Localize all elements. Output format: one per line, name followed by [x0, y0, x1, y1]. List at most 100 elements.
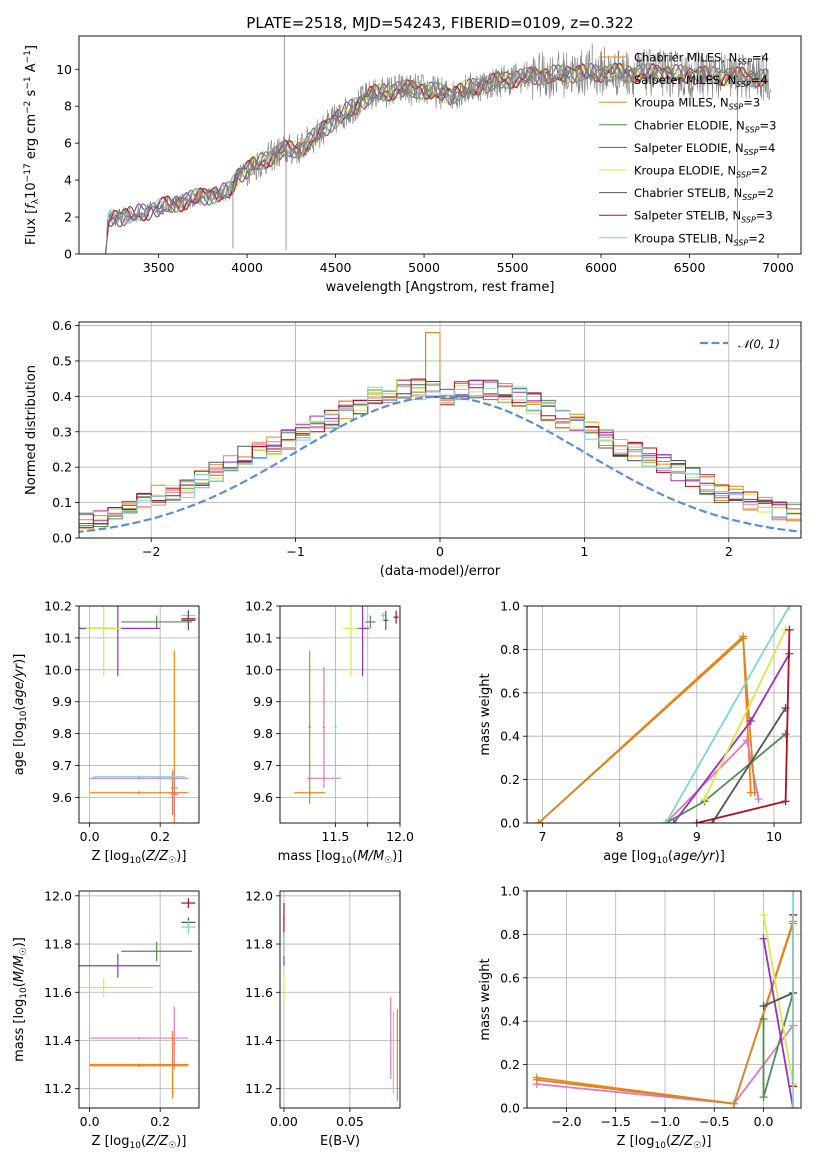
x-tick-label: 0.2 [150, 1114, 170, 1129]
x-axis-label: E(B-V) [320, 1134, 360, 1149]
y-tick-label: 0.4 [500, 729, 520, 744]
y-tick-label: 6 [64, 136, 72, 151]
data-point [102, 986, 105, 989]
histogram-7 [79, 378, 801, 525]
y-tick-label: 0.4 [500, 1014, 520, 1029]
y-tick-label: 10.2 [245, 599, 273, 614]
label-part: ( [666, 1134, 671, 1149]
x-tick-label: 0.0 [754, 1114, 774, 1129]
y-tick-label: 10.1 [44, 630, 72, 645]
y-axis-label: mass weight [478, 673, 493, 755]
label-part: f [24, 202, 39, 209]
label-part: SSP [741, 216, 756, 225]
label-part: 10 [129, 1141, 141, 1151]
label-part: 10 [19, 710, 29, 722]
y-tick-label: 12.0 [44, 888, 72, 903]
label-part: M/M [357, 849, 384, 864]
x-axis-label: Z [log10(Z/Z☉)] [617, 1134, 712, 1151]
label-part: ☉ [168, 856, 176, 866]
histogram-0 [79, 332, 801, 529]
legend-label-2: Kroupa MILES, NSSP=3 [634, 96, 760, 112]
y-tick-label: 2 [64, 210, 72, 225]
y-tick-label: 9.7 [52, 758, 72, 773]
axes-frame [279, 890, 401, 1109]
figure-title: PLATE=2518, MJD=54243, FIBERID=0109, z=0… [246, 14, 633, 32]
label-part: ( [12, 706, 27, 711]
panel-spectrum: 3500 4000 4500 5000 5500 6000 6500 7000 0 2 4 6 8 10 w… [23, 35, 802, 295]
label-part: SSP [742, 193, 757, 202]
x-tick-label: −1 [286, 544, 304, 559]
label-part: Z [log [617, 1134, 655, 1149]
x-tick-label: 10 [766, 829, 782, 844]
label-part: 10 [19, 987, 29, 999]
data-point [361, 627, 364, 630]
label-part: age [log [12, 722, 27, 775]
errorbars-mass-vs-ebv [283, 903, 399, 1101]
x-tick-label: 6500 [674, 260, 706, 275]
y-axis-label: age [log10(age/yr)] [12, 654, 29, 776]
observed-spectrum [105, 48, 771, 254]
y-tick-label: 0.6 [52, 318, 72, 333]
y-tick-label: 0.2 [52, 460, 72, 475]
x-axis-label: wavelength [Angstrom, rest frame] [326, 280, 555, 295]
axes-frame [78, 321, 802, 539]
label-part: 10 [24, 182, 39, 199]
label-part: =2 [748, 231, 765, 245]
x-tick-label: 0.2 [150, 829, 170, 844]
label-part: =3 [760, 118, 777, 132]
x-tick-label: −0.5 [699, 1114, 729, 1129]
label-part: A [24, 63, 39, 76]
label-part: =4 [758, 141, 775, 155]
label-part: s [24, 89, 39, 100]
y-tick-label: 0.3 [52, 424, 72, 439]
label-part: age/yr [12, 662, 27, 705]
histogram-8 [79, 386, 801, 535]
label-part: Z/Z [145, 1134, 169, 1149]
panel-residuals: −2 −1 0 1 2 0.0 0.1 0.2 0.3 0.4 0.5 0.6 (data-model)… [24, 318, 802, 579]
histogram-1 [79, 382, 801, 523]
data-point [155, 950, 158, 953]
y-tick-label: 0.2 [500, 772, 520, 787]
weight-line-8 [665, 606, 791, 823]
label-part: Chabrier ELODIE, N [634, 118, 745, 132]
residual-histograms [79, 332, 801, 535]
y-axis-label: mass [log10(M/M☉)] [12, 937, 29, 1062]
x-tick-label: −2 [142, 544, 160, 559]
x-axis-label: (data-model)/error [380, 564, 501, 579]
y-tick-label: 10.0 [245, 662, 273, 677]
label-part: −1 [23, 76, 33, 89]
y-tick-label: 11.8 [245, 937, 273, 952]
weight-line-4 [762, 938, 794, 1108]
y-tick-label: 9.9 [52, 694, 72, 709]
y-tick-label: 10.2 [44, 599, 72, 614]
model-spectrum-6 [104, 62, 769, 254]
x-tick-label: 4500 [320, 260, 352, 275]
x-tick-label: 0.05 [336, 1114, 364, 1129]
x-tick-label: 6000 [585, 260, 617, 275]
y-tick-label: 0.6 [500, 970, 520, 985]
y-axis-label: Normed distribution [24, 365, 39, 495]
y-tick-label: 12.0 [245, 888, 273, 903]
x-axis-label: Z [log10(Z/Z☉)] [92, 849, 187, 866]
label-part: ( [352, 849, 357, 864]
panels-layer: 3500 4000 4500 5000 5500 6000 6500 70000246810w… [12, 35, 802, 1151]
y-tick-label: 9.9 [253, 694, 273, 709]
y-tick-label: 10 [56, 62, 72, 77]
label-part: Z [log [92, 849, 130, 864]
label-part: M/M [12, 955, 27, 982]
axes-frame [78, 35, 802, 255]
label-part: ( [668, 849, 673, 864]
weight-lines-weight-vs-age [534, 606, 794, 823]
y-tick-label: 0.0 [500, 816, 520, 831]
data-point [308, 726, 311, 729]
data-point [395, 616, 397, 618]
x-tick-label: −2.0 [551, 1114, 581, 1129]
data-point [173, 793, 176, 796]
axes-frame [526, 890, 802, 1109]
y-tick-label: 9.8 [253, 726, 273, 741]
label-part: =2 [757, 186, 774, 200]
label-part: SSP [736, 171, 751, 180]
legend-label-3: Chabrier ELODIE, NSSP=3 [634, 118, 776, 134]
x-tick-label: 2 [725, 544, 733, 559]
